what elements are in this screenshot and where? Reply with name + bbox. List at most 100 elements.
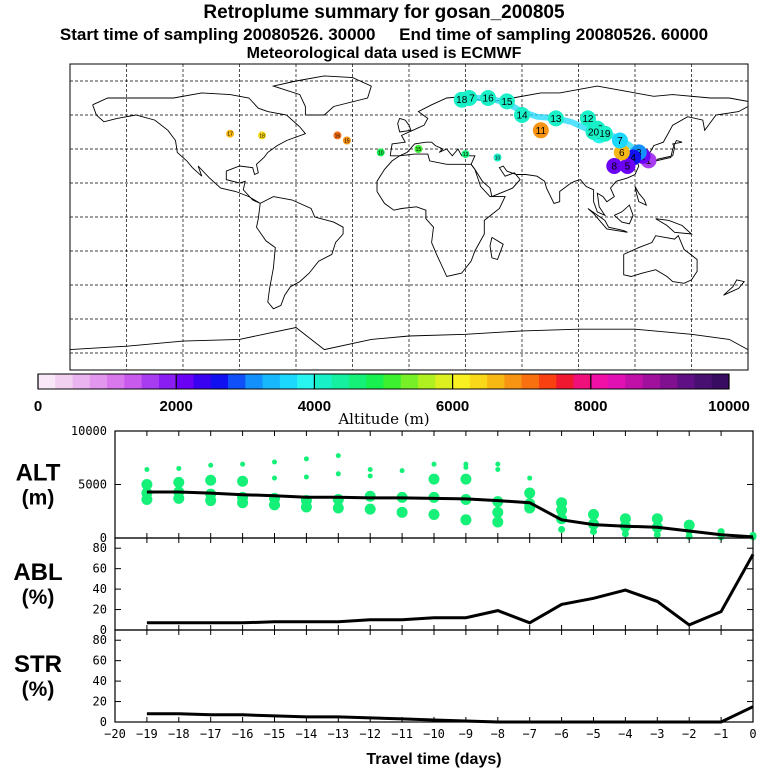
str-line [146, 705, 754, 724]
alt-point [460, 514, 472, 526]
cluster-label: 11 [536, 126, 547, 137]
alt-point [300, 501, 312, 513]
colorbar-swatch [176, 374, 194, 389]
colorbar-swatch [452, 374, 471, 389]
cluster-circle [619, 158, 636, 174]
cluster-label: 16 [335, 133, 341, 139]
coastline-uk [397, 117, 412, 133]
alt-point [237, 475, 249, 487]
cluster-label: 16 [483, 94, 495, 105]
colorbar-swatch [262, 374, 281, 389]
cluster-label: 17 [227, 132, 233, 138]
cluster-marker: 10 [493, 153, 502, 162]
cluster-label: 10 [378, 150, 384, 156]
cluster-circle [414, 145, 423, 153]
colorbar-swatch [435, 374, 454, 389]
alt-point [396, 506, 408, 518]
cluster-circle [376, 148, 385, 157]
cluster-circle [493, 153, 502, 162]
alt-point [141, 479, 153, 490]
coastline-antarctica [69, 327, 749, 351]
cluster-label: 15 [344, 139, 350, 145]
x-tick-label: −1 [714, 727, 728, 741]
cluster-label: 6 [619, 148, 625, 159]
alt-point [364, 503, 376, 515]
x-tick-label: −19 [136, 727, 158, 741]
alt-point [272, 459, 277, 465]
coastline-philippines [634, 186, 648, 206]
cluster-marker: 15 [414, 145, 423, 153]
colorbar-swatch [469, 374, 488, 389]
cluster-marker: 15 [498, 93, 515, 110]
x-tick-label: −8 [491, 727, 505, 741]
colorbar-swatch [608, 374, 626, 389]
alt-point [556, 497, 568, 509]
cluster-marker: 13 [461, 150, 470, 159]
colorbar-swatch [279, 374, 298, 389]
colorbar-swatch [348, 374, 367, 389]
alt-point [527, 475, 533, 481]
x-tick-label: −18 [168, 727, 190, 741]
colorbar-tick-label: 8000 [574, 398, 607, 415]
alt-point [558, 525, 566, 533]
x-axis-label: Travel time (days) [366, 751, 501, 768]
cluster-circle [461, 150, 470, 159]
cluster-circle [606, 158, 623, 174]
cluster-circle [498, 93, 515, 110]
alt-point [303, 474, 309, 480]
colorbar-tick-label: 0 [34, 398, 42, 415]
alt-point [619, 513, 631, 525]
colorbar-swatch [590, 374, 609, 389]
sampling-time-subtitle: Start time of sampling 20080526. 30000 E… [59, 25, 709, 44]
cluster-marker: 18 [258, 131, 267, 140]
x-tick-label: −11 [391, 727, 413, 741]
x-tick-label: −14 [296, 727, 318, 741]
alt-point [463, 461, 469, 467]
cluster-label: 13 [463, 152, 469, 158]
str-ylabel-unit: (%) [22, 678, 55, 701]
cluster-label: 18 [456, 95, 468, 106]
alt-ytick-label: 5000 [78, 478, 107, 492]
colorbar-swatch [297, 374, 315, 389]
coastline-madagascar [489, 237, 504, 261]
alt-point [428, 508, 440, 520]
cluster-circle [613, 144, 630, 161]
coastline-north-america [92, 92, 307, 204]
alt-ylabel-unit: (m) [22, 487, 55, 510]
alt-point [428, 473, 440, 485]
abl-ylabel: ABL [13, 559, 62, 586]
alt-point [431, 461, 437, 467]
cluster-circle [579, 110, 596, 127]
x-tick-label: −9 [459, 727, 473, 741]
cluster-marker: 17 [226, 129, 235, 138]
cluster-marker: 5 [619, 158, 636, 174]
colorbar-swatch [89, 374, 108, 389]
cluster-label: 20 [588, 128, 600, 139]
alt-point [367, 467, 373, 473]
cluster-label: 5 [625, 162, 631, 173]
alt-point [144, 467, 150, 473]
colorbar-label: Altitude (m) [337, 410, 429, 428]
alt-point [590, 528, 597, 536]
cluster-label: 7 [617, 136, 623, 147]
alt-point [176, 465, 182, 471]
alt-point [173, 492, 185, 504]
coastline-greenland [271, 75, 372, 116]
coastline-indonesia [587, 208, 628, 233]
cluster-marker: 14 [514, 107, 530, 123]
cluster-circle [453, 91, 470, 108]
coastline-new-zealand [723, 279, 746, 296]
cluster-marker: 11 [532, 122, 549, 139]
colorbar-swatch [694, 374, 713, 389]
cluster-label: 8 [612, 162, 618, 173]
cluster-label: 15 [416, 147, 422, 153]
abl-ytick-label: 80 [93, 541, 107, 555]
alt-point [205, 474, 217, 486]
colorbar-tick-label: 10000 [708, 398, 750, 415]
abl-line [146, 553, 755, 627]
alt-point [141, 493, 153, 505]
alt-point [335, 471, 341, 477]
alt-point [492, 516, 504, 528]
alt-ytick-label: 10000 [71, 424, 107, 438]
